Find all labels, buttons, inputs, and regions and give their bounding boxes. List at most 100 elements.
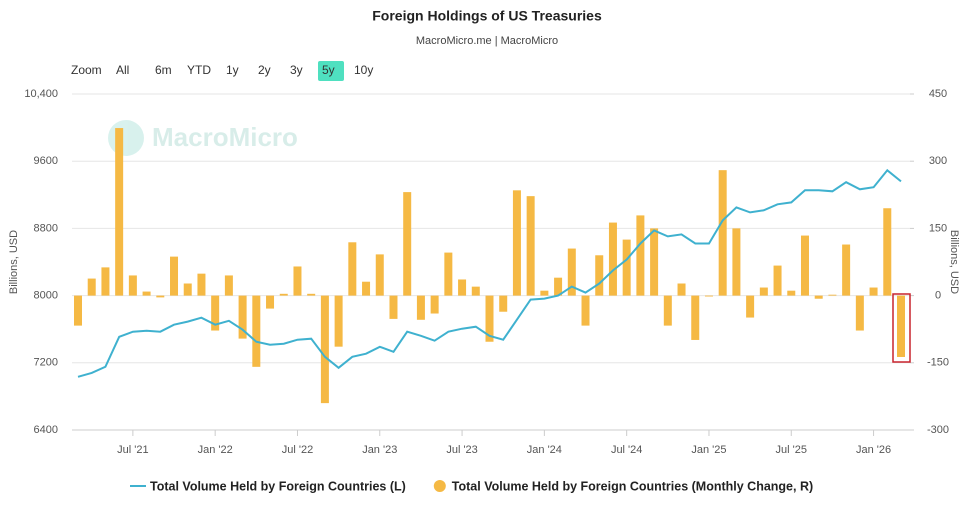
bar: [677, 283, 686, 296]
bar: [855, 295, 864, 331]
y2-axis-title: Billions, USD: [948, 230, 960, 294]
bar: [897, 295, 905, 357]
marks: [74, 128, 905, 404]
y2-tick-label: -300: [927, 424, 949, 436]
y2-tick-label: 450: [929, 88, 947, 100]
x-tick-label: Jan '23: [362, 444, 397, 456]
bar: [74, 295, 82, 326]
y2-tick-label: 0: [935, 290, 941, 302]
highlight-box: [892, 293, 911, 363]
y2-tick-label: -150: [927, 357, 949, 369]
bar: [458, 279, 467, 296]
bar: [608, 222, 617, 296]
legend: Total Volume Held by Foreign Countries (…: [130, 479, 813, 493]
zoom-button[interactable]: YTD: [187, 63, 211, 77]
bar: [636, 215, 645, 296]
bar: [334, 295, 343, 347]
zoom-label: Zoom: [71, 63, 102, 77]
bar: [375, 254, 384, 296]
bar: [320, 295, 329, 404]
bar: [307, 293, 316, 296]
x-tick-label: Jan '26: [856, 444, 891, 456]
x-tick-label: Jan '24: [527, 444, 562, 456]
bar: [704, 295, 713, 297]
zoom-button[interactable]: 3y: [290, 63, 303, 77]
y-tick-label: 7200: [34, 357, 58, 369]
x-tick-label: Jan '25: [691, 444, 726, 456]
watermark-icon: [108, 120, 144, 156]
bar: [512, 190, 521, 296]
bar: [279, 293, 288, 296]
bar: [197, 273, 206, 296]
bar: [87, 278, 96, 296]
legend-marker: [433, 480, 446, 492]
zoom-button[interactable]: All: [116, 63, 129, 77]
bar: [183, 283, 192, 296]
bar: [416, 295, 425, 320]
bar: [430, 295, 439, 314]
x-tick-label: Jul '25: [776, 444, 807, 456]
bar: [499, 295, 508, 312]
bar: [759, 287, 768, 296]
zoom-button[interactable]: 10y: [354, 63, 373, 77]
bar: [471, 286, 480, 296]
x-tick-label: Jan '22: [198, 444, 233, 456]
bar: [787, 290, 796, 296]
bar: [691, 295, 700, 340]
bar: [238, 295, 247, 339]
bar: [554, 277, 563, 296]
bar: [128, 275, 137, 296]
bar: [581, 295, 590, 326]
bar: [540, 290, 549, 296]
bar: [156, 295, 165, 298]
chart-title: Foreign Holdings of US Treasuries: [372, 8, 602, 24]
x-tick-label: Jul '21: [117, 444, 148, 456]
chart-subtitle: MacroMicro.me | MacroMicro: [416, 35, 558, 47]
y2-tick-label: 300: [929, 155, 947, 167]
x-tick-label: Jul '23: [446, 444, 477, 456]
bar: [101, 267, 110, 296]
y-tick-label: 8800: [34, 222, 58, 234]
legend-label[interactable]: Total Volume Held by Foreign Countries (…: [452, 479, 813, 493]
bar: [252, 295, 261, 367]
bar: [485, 295, 494, 342]
bar: [663, 295, 672, 326]
bar: [622, 239, 631, 296]
zoom-button[interactable]: 6m: [155, 63, 172, 77]
bar: [828, 294, 837, 296]
legend-label[interactable]: Total Volume Held by Foreign Countries (…: [150, 479, 406, 493]
y-tick-label: 8000: [34, 290, 58, 302]
x-tick-label: Jul '24: [611, 444, 642, 456]
bar: [718, 170, 727, 296]
y-tick-label: 6400: [34, 424, 58, 436]
bar: [595, 255, 604, 296]
bar: [224, 275, 233, 296]
bar: [293, 266, 302, 296]
x-tick-label: Jul '22: [282, 444, 313, 456]
bar: [142, 291, 151, 296]
bar: [814, 295, 823, 299]
zoom-button[interactable]: 5y: [322, 63, 335, 77]
watermark-text: MacroMicro: [152, 122, 298, 152]
bar: [348, 242, 357, 296]
bar: [403, 192, 412, 296]
bar: [389, 295, 398, 319]
bar: [211, 295, 220, 331]
bar: [115, 128, 124, 296]
bar: [526, 196, 535, 296]
bar: [567, 248, 576, 296]
line: [77, 168, 902, 378]
bar: [869, 287, 878, 296]
y-tick-label: 9600: [34, 155, 58, 167]
y-tick-label: 10,400: [24, 88, 58, 100]
bar: [170, 256, 179, 296]
zoom-button-active[interactable]: [318, 61, 344, 81]
y2-tick-label: 150: [929, 222, 947, 234]
zoom-button[interactable]: 2y: [258, 63, 271, 77]
bar: [842, 244, 851, 296]
bar: [773, 265, 782, 296]
bar: [650, 228, 659, 296]
zoom-button[interactable]: 1y: [226, 63, 239, 77]
bar: [732, 228, 741, 296]
bar: [746, 295, 755, 318]
